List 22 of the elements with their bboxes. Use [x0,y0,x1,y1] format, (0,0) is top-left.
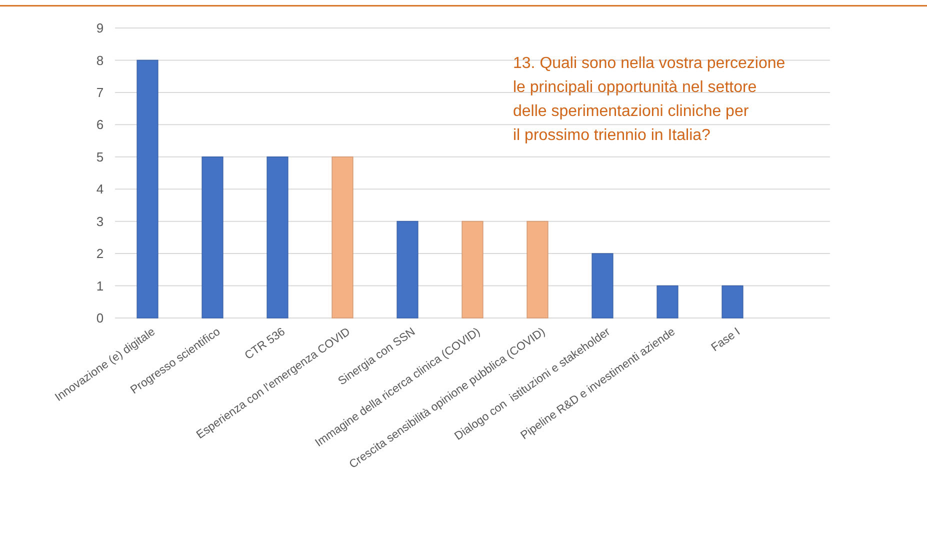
bar [202,156,224,318]
y-tick-label: 9 [96,20,104,36]
bar [722,285,744,318]
y-tick-label: 6 [96,117,104,132]
y-tick-label: 5 [96,149,104,164]
text: 13. Quali sono nella vostra percezione le principali opportunità nel settore delle sperimentazioni cliniche per il prossimo triennio in Italia? [513,55,786,144]
bar [526,220,548,318]
y-tick-label: 4 [96,182,104,197]
x-tick-label: Fase I [709,326,743,354]
bar [592,253,614,318]
y-tick-label: 0 [96,310,104,326]
bar [136,60,158,318]
bar [462,220,484,318]
bar [266,156,288,318]
y-tick-label: 8 [96,52,104,68]
bar [656,285,678,318]
y-tick-label: 1 [96,278,104,294]
y-tick-label: 2 [96,246,104,262]
y-tick-label: 7 [96,84,104,100]
bar [396,220,418,318]
bar [332,156,354,318]
y-tick-label: 3 [96,214,104,229]
